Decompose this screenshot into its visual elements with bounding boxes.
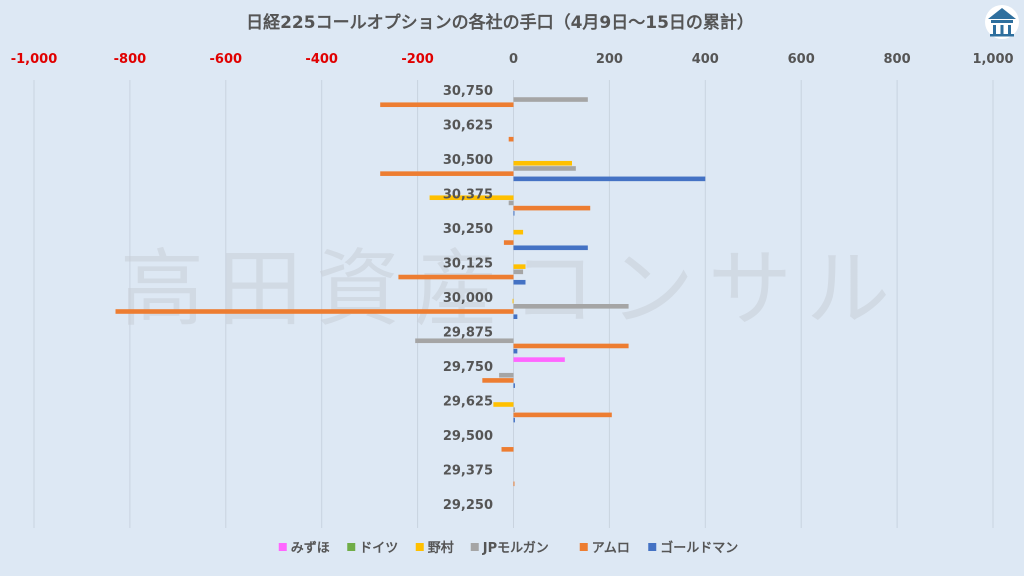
x-tick-label: 0 bbox=[509, 52, 518, 67]
y-tick-label: 30,625 bbox=[443, 119, 493, 134]
legend-label: みずほ bbox=[291, 540, 330, 556]
x-tick-label: 800 bbox=[884, 52, 911, 67]
x-tick-label: 1,000 bbox=[972, 52, 1013, 67]
bar bbox=[513, 417, 515, 423]
legend-swatch bbox=[648, 543, 657, 551]
bar bbox=[513, 407, 515, 412]
y-tick-label: 29,750 bbox=[443, 360, 493, 375]
legend-swatch bbox=[278, 543, 287, 551]
bar bbox=[429, 195, 514, 201]
bar bbox=[508, 200, 514, 206]
y-tick-label: 29,250 bbox=[443, 498, 493, 513]
chart-title: 日経225コールオプションの各社の手口（4月9日〜15日の累計） bbox=[246, 12, 754, 33]
y-tick-label: 29,500 bbox=[443, 429, 493, 444]
bar bbox=[380, 102, 514, 108]
bar bbox=[513, 314, 518, 319]
legend-label: ゴールドマン bbox=[660, 540, 738, 556]
legend-swatch bbox=[415, 543, 424, 551]
bar bbox=[513, 229, 524, 235]
y-tick-label: 30,375 bbox=[443, 188, 493, 203]
bar bbox=[415, 338, 514, 344]
building-logo-icon bbox=[984, 4, 1020, 40]
bar bbox=[513, 348, 518, 354]
bar bbox=[508, 136, 514, 142]
bar bbox=[503, 240, 514, 245]
x-tick-label: -1,000 bbox=[11, 52, 58, 67]
y-tick-label: 30,000 bbox=[443, 291, 493, 306]
bar bbox=[513, 205, 591, 211]
bar bbox=[513, 166, 576, 171]
x-tick-label: 200 bbox=[596, 52, 623, 67]
legend-label: ドイツ bbox=[359, 541, 398, 556]
y-tick-label: 30,500 bbox=[443, 153, 493, 168]
x-tick-label: -800 bbox=[114, 52, 147, 67]
bar bbox=[513, 97, 588, 102]
bar bbox=[513, 245, 588, 251]
y-tick-label: 29,625 bbox=[443, 394, 493, 409]
bar bbox=[513, 160, 572, 166]
y-tick-label: 29,875 bbox=[443, 325, 493, 340]
bar bbox=[513, 264, 526, 269]
legend-label: 野村 bbox=[428, 540, 454, 556]
watermark: 高田資産コンサル bbox=[120, 240, 904, 338]
legend-label: アムロ bbox=[592, 541, 630, 556]
bar bbox=[493, 402, 514, 407]
x-tick-label: -600 bbox=[210, 52, 243, 67]
bar bbox=[513, 357, 565, 362]
legend-swatch bbox=[579, 543, 588, 551]
y-tick-label: 30,125 bbox=[443, 257, 493, 272]
y-tick-label: 30,250 bbox=[443, 222, 493, 237]
bar bbox=[398, 274, 514, 280]
y-axis-ticks: 30,750 30,625 30,500 30,375 30,250 30,125 30,0… bbox=[443, 84, 493, 513]
bar bbox=[513, 343, 629, 349]
bar bbox=[513, 383, 515, 388]
bar bbox=[513, 412, 612, 418]
bar bbox=[513, 176, 706, 182]
bar bbox=[501, 447, 514, 452]
bar bbox=[513, 304, 629, 309]
legend-label: JPモルガン bbox=[482, 541, 549, 556]
legend: みずほ ドイツ 野村 JPモルガン アムロ ゴールドマン bbox=[278, 540, 738, 556]
bar bbox=[499, 372, 514, 378]
legend-swatch bbox=[470, 543, 479, 551]
bar bbox=[513, 481, 515, 487]
y-tick-label: 30,750 bbox=[443, 84, 493, 99]
bar bbox=[482, 378, 514, 383]
x-tick-label: 600 bbox=[788, 52, 815, 67]
bar bbox=[513, 211, 515, 216]
bar bbox=[380, 171, 514, 176]
bar bbox=[115, 309, 514, 314]
x-tick-label: -400 bbox=[305, 52, 338, 67]
bar bbox=[513, 279, 526, 285]
bars bbox=[115, 97, 706, 487]
x-tick-label: 400 bbox=[692, 52, 719, 67]
bar bbox=[512, 298, 514, 304]
legend-swatch bbox=[347, 543, 356, 551]
x-tick-label: -200 bbox=[401, 52, 434, 67]
x-axis-ticks: -1,000 -800 -600 -400 -200 0 200 400 600 800 1,000 bbox=[11, 52, 1014, 67]
y-tick-label: 29,375 bbox=[443, 463, 493, 478]
bar bbox=[513, 269, 524, 275]
